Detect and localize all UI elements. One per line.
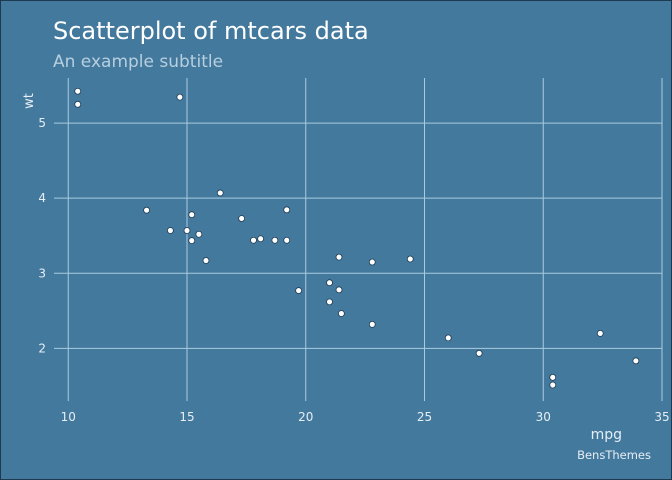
data-point-8 xyxy=(368,258,376,266)
x-axis-label: mpg xyxy=(591,427,622,443)
data-point-30 xyxy=(183,227,191,234)
y-tick-label-4: 4 xyxy=(38,191,46,205)
chart-title: Scatterplot of mtcars data xyxy=(53,17,369,45)
data-point-3 xyxy=(335,253,343,261)
data-point-24 xyxy=(283,206,291,214)
x-tick-labels: 10 15 20 25 30 35 xyxy=(61,410,670,424)
x-tick-label-20: 20 xyxy=(298,410,313,424)
data-point-5 xyxy=(257,235,265,243)
y-tick-labels: 2 3 4 5 xyxy=(38,116,46,355)
data-point-7 xyxy=(406,255,414,263)
data-point-17 xyxy=(596,329,604,337)
data-point-13 xyxy=(188,211,196,219)
data-point-4 xyxy=(271,236,279,244)
data-point-12 xyxy=(238,215,246,222)
y-tick-label-5: 5 xyxy=(38,116,46,130)
data-point-0 xyxy=(326,298,333,306)
x-tick-label-35: 35 xyxy=(654,410,669,424)
x-tick-label-10: 10 xyxy=(61,410,76,424)
y-tick-label-2: 2 xyxy=(38,341,46,355)
data-point-6 xyxy=(166,227,174,234)
chart-subtitle: An example subtitle xyxy=(53,52,223,72)
data-point-11 xyxy=(216,189,224,197)
data-point-10 xyxy=(250,236,257,244)
data-point-15 xyxy=(74,87,82,95)
y-tick-label-3: 3 xyxy=(38,266,46,280)
data-point-21 xyxy=(195,230,203,238)
data-point-19 xyxy=(632,357,640,365)
data-point-20 xyxy=(337,310,345,317)
data-point-26 xyxy=(444,334,452,342)
data-point-29 xyxy=(295,287,303,294)
data-point-27 xyxy=(549,381,557,389)
data-point-22 xyxy=(188,237,196,245)
data-point-28 xyxy=(202,257,210,264)
data-point-31 xyxy=(335,286,343,294)
data-point-18 xyxy=(549,373,557,381)
x-tick-label-15: 15 xyxy=(179,410,194,424)
x-tick-label-30: 30 xyxy=(536,410,551,424)
chart-caption: BensThemes xyxy=(577,448,651,462)
data-point-25 xyxy=(475,349,483,357)
data-points xyxy=(74,87,640,389)
y-axis-label: wt xyxy=(22,93,37,109)
data-point-9 xyxy=(283,236,291,244)
data-point-23 xyxy=(143,206,151,214)
grid xyxy=(54,78,663,401)
data-point-1 xyxy=(326,279,333,287)
data-point-14 xyxy=(74,100,82,108)
data-point-16 xyxy=(176,93,184,101)
data-point-2 xyxy=(368,320,376,328)
x-tick-label-25: 25 xyxy=(417,410,432,424)
